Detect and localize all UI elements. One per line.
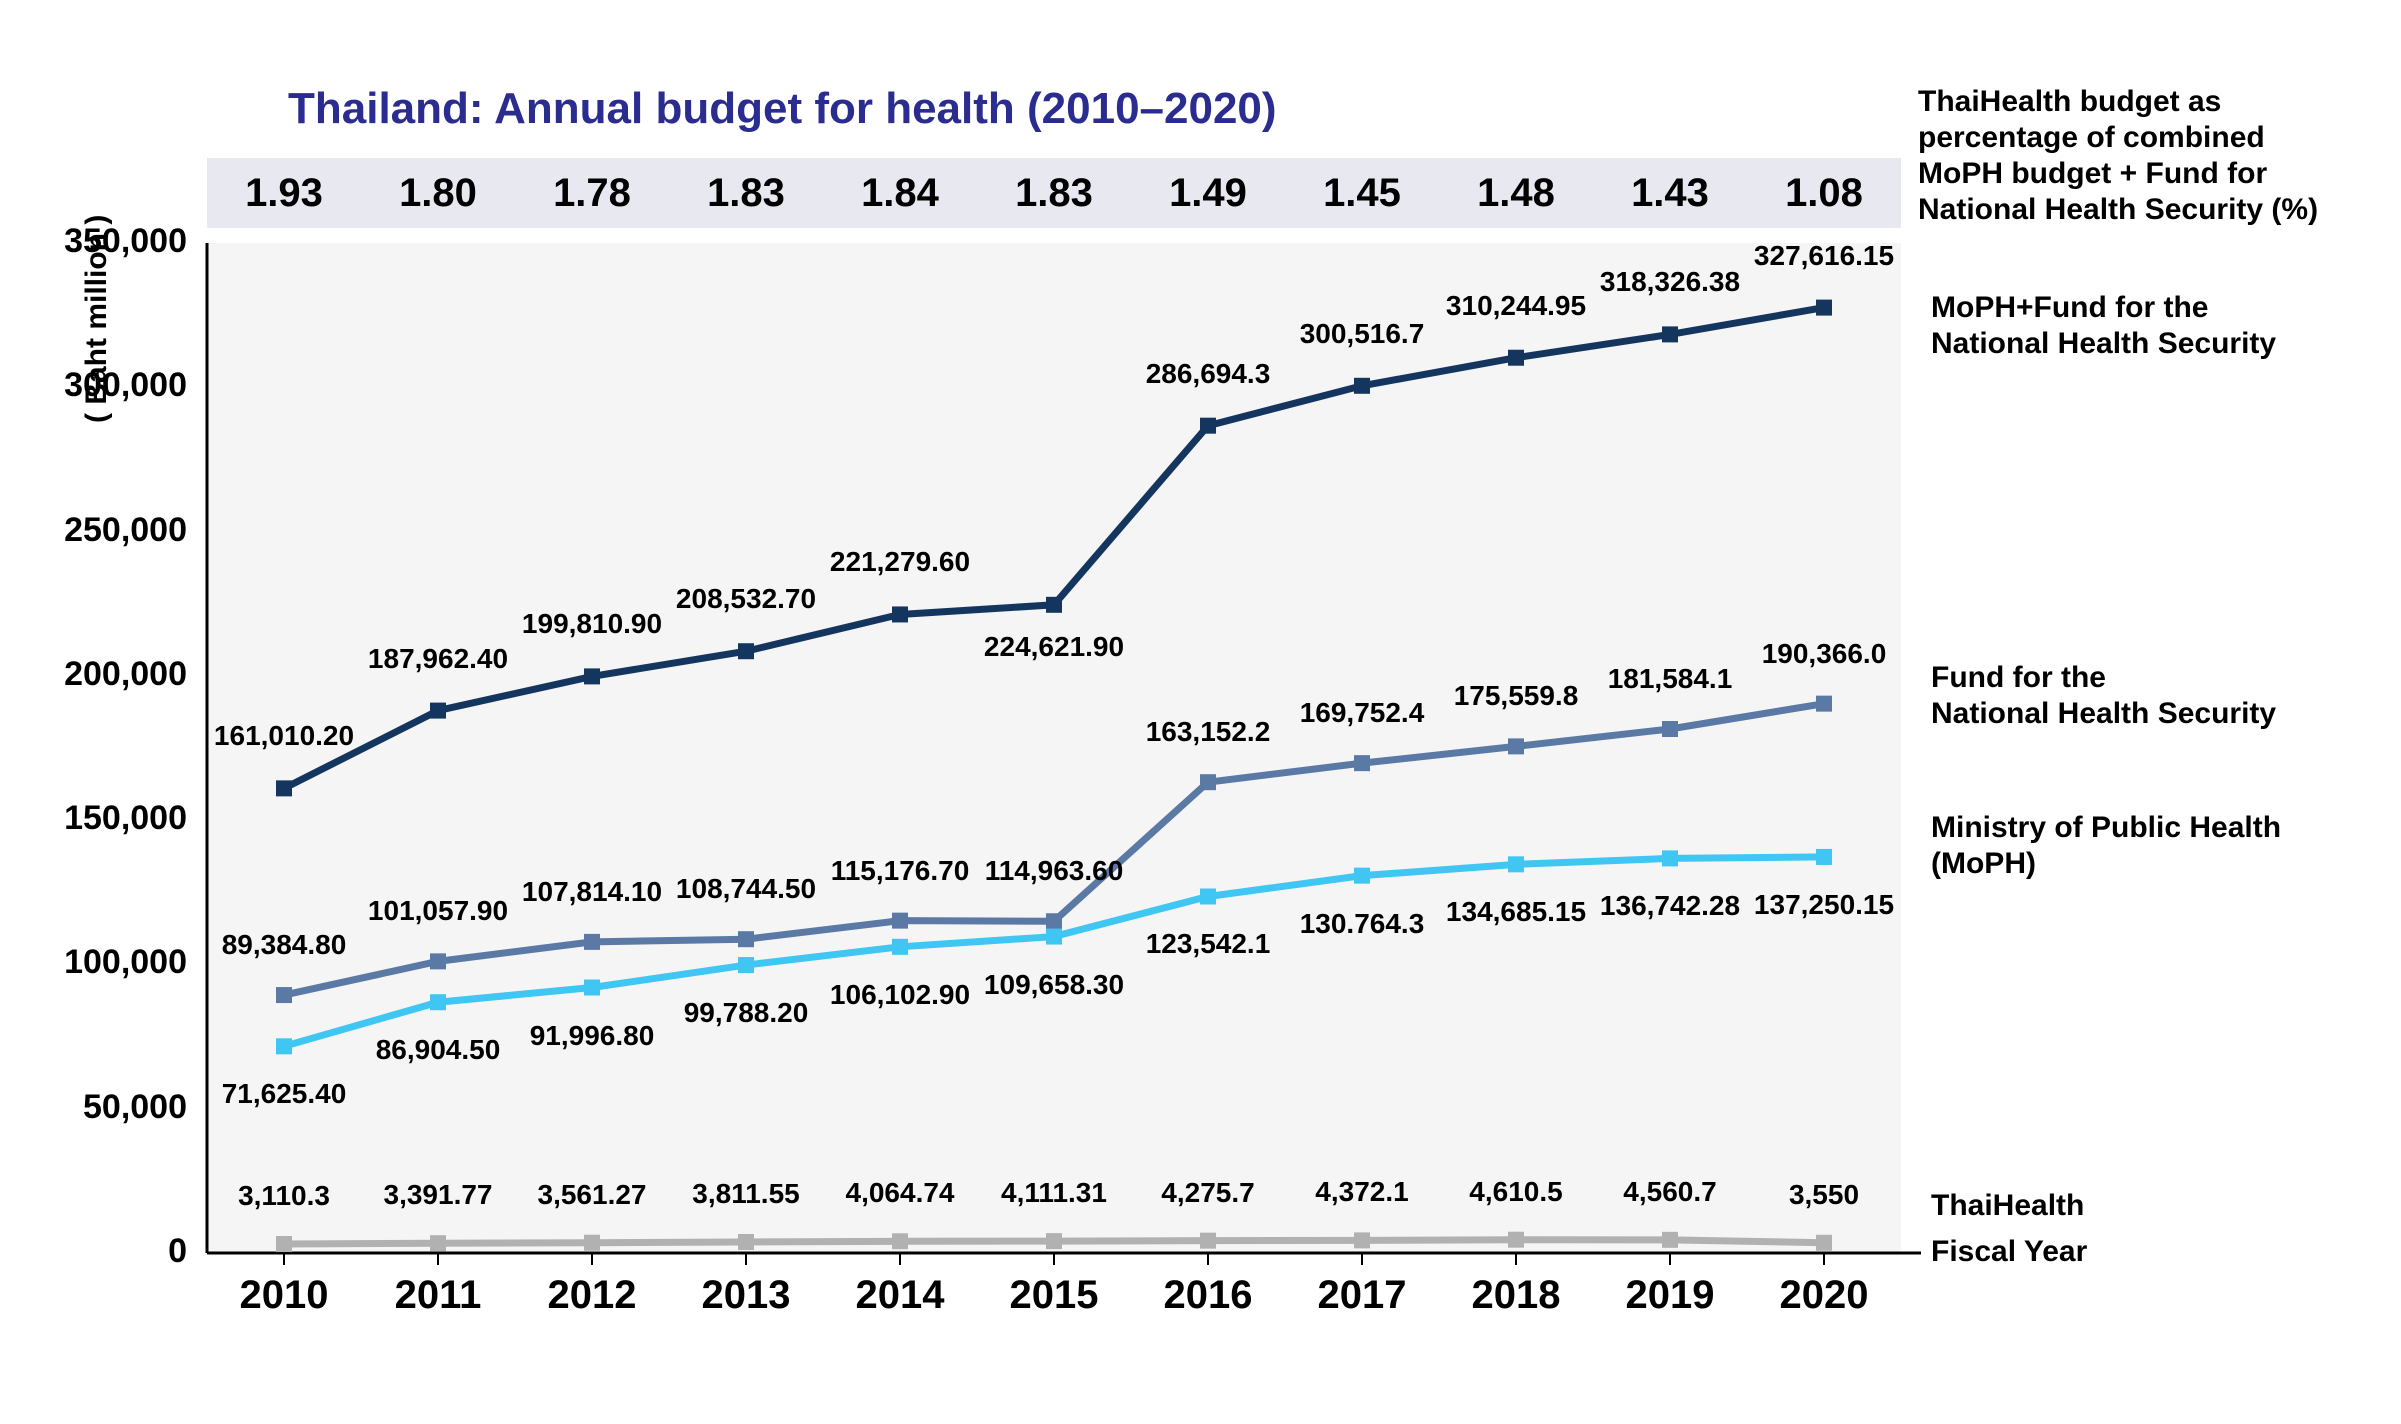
series-legend-line1: Ministry of Public Health bbox=[1931, 810, 2281, 846]
data-label: 106,102.90 bbox=[820, 979, 980, 1011]
x-tick-label: 2010 bbox=[207, 1273, 361, 1318]
series-legend-moph_fund: MoPH+Fund for theNational Health Securit… bbox=[1931, 290, 2276, 362]
data-label: 318,326.38 bbox=[1590, 266, 1750, 298]
y-tick-label: 250,000 bbox=[37, 511, 187, 550]
y-tick-label: 50,000 bbox=[37, 1088, 187, 1127]
data-label: 4,372.1 bbox=[1282, 1176, 1442, 1208]
y-tick-label: 350,000 bbox=[37, 222, 187, 261]
data-label: 300,516.7 bbox=[1282, 318, 1442, 350]
data-label: 3,110.3 bbox=[204, 1180, 364, 1212]
x-tick-label: 2019 bbox=[1593, 1273, 1747, 1318]
chart-page: Thailand: Annual budget for health (2010… bbox=[0, 0, 2401, 1424]
data-label: 99,788.20 bbox=[666, 997, 826, 1029]
y-tick-label: 0 bbox=[37, 1232, 187, 1271]
data-label: 224,621.90 bbox=[974, 631, 1134, 663]
x-tick-label: 2014 bbox=[823, 1273, 977, 1318]
series-legend-thaihealth: ThaiHealth bbox=[1931, 1188, 2084, 1224]
series-legend-line1: Fund for the bbox=[1931, 660, 2276, 696]
data-label: 187,962.40 bbox=[358, 643, 518, 675]
x-tick-label: 2015 bbox=[977, 1273, 1131, 1318]
data-label: 163,152.2 bbox=[1128, 716, 1288, 748]
data-label: 137,250.15 bbox=[1744, 889, 1904, 921]
x-tick-label: 2012 bbox=[515, 1273, 669, 1318]
data-label: 108,744.50 bbox=[666, 873, 826, 905]
series-legend-moph: Ministry of Public Health(MoPH) bbox=[1931, 810, 2281, 882]
series-legend-line1: MoPH+Fund for the bbox=[1931, 290, 2276, 326]
data-label: 109,658.30 bbox=[974, 969, 1134, 1001]
y-tick-label: 300,000 bbox=[37, 366, 187, 405]
data-label: 4,064.74 bbox=[820, 1177, 980, 1209]
data-label: 3,391.77 bbox=[358, 1179, 518, 1211]
data-label: 181,584.1 bbox=[1590, 663, 1750, 695]
series-legend-fund_nhs: Fund for theNational Health Security bbox=[1931, 660, 2276, 732]
data-label: 4,275.7 bbox=[1128, 1177, 1288, 1209]
data-label: 123,542.1 bbox=[1128, 928, 1288, 960]
data-label: 3,561.27 bbox=[512, 1179, 672, 1211]
x-tick-label: 2017 bbox=[1285, 1273, 1439, 1318]
x-tick-label: 2020 bbox=[1747, 1273, 1901, 1318]
x-tick-label: 2016 bbox=[1131, 1273, 1285, 1318]
data-label: 134,685.15 bbox=[1436, 896, 1596, 928]
data-label: 136,742.28 bbox=[1590, 890, 1750, 922]
data-label: 310,244.95 bbox=[1436, 290, 1596, 322]
data-label: 175,559.8 bbox=[1436, 680, 1596, 712]
data-label: 221,279.60 bbox=[820, 546, 980, 578]
data-label: 86,904.50 bbox=[358, 1034, 518, 1066]
data-label: 115,176.70 bbox=[820, 855, 980, 887]
series-legend-line2: National Health Security bbox=[1931, 326, 2276, 362]
x-tick-label: 2018 bbox=[1439, 1273, 1593, 1318]
data-label: 107,814.10 bbox=[512, 876, 672, 908]
data-label: 4,560.7 bbox=[1590, 1176, 1750, 1208]
x-tick-label: 2011 bbox=[361, 1273, 515, 1318]
data-label: 91,996.80 bbox=[512, 1020, 672, 1052]
data-label: 114,963.60 bbox=[974, 855, 1134, 887]
data-label: 89,384.80 bbox=[204, 929, 364, 961]
series-legend-line2: (MoPH) bbox=[1931, 846, 2281, 882]
data-label: 190,366.0 bbox=[1744, 638, 1904, 670]
data-label: 286,694.3 bbox=[1128, 358, 1288, 390]
y-tick-label: 200,000 bbox=[37, 655, 187, 694]
series-legend-line1: ThaiHealth bbox=[1931, 1188, 2084, 1224]
x-axis-title: Fiscal Year bbox=[1931, 1235, 2087, 1269]
data-label: 3,550 bbox=[1744, 1179, 1904, 1211]
y-tick-label: 150,000 bbox=[37, 799, 187, 838]
data-label: 4,111.31 bbox=[974, 1177, 1134, 1209]
x-tick-label: 2013 bbox=[669, 1273, 823, 1318]
series-legend-line2: National Health Security bbox=[1931, 696, 2276, 732]
data-label: 130.764.3 bbox=[1282, 908, 1442, 940]
data-label: 161,010.20 bbox=[204, 720, 364, 752]
data-label: 208,532.70 bbox=[666, 583, 826, 615]
data-label: 3,811.55 bbox=[666, 1178, 826, 1210]
y-tick-label: 100,000 bbox=[37, 943, 187, 982]
data-label: 71,625.40 bbox=[204, 1078, 364, 1110]
data-label: 4,610.5 bbox=[1436, 1176, 1596, 1208]
data-label: 169,752.4 bbox=[1282, 697, 1442, 729]
data-label: 199,810.90 bbox=[512, 608, 672, 640]
data-label: 101,057.90 bbox=[358, 895, 518, 927]
data-label: 327,616.15 bbox=[1744, 240, 1904, 272]
